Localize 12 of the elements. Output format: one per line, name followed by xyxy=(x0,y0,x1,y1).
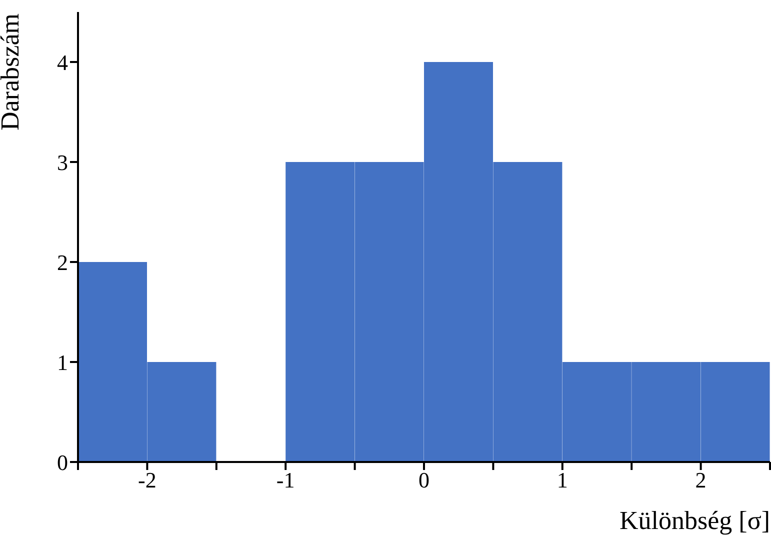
x-tick-label: 1 xyxy=(556,468,568,493)
x-tick-label: 0 xyxy=(418,468,430,493)
x-tick-label: -1 xyxy=(276,468,295,493)
x-tick-label: -2 xyxy=(138,468,156,493)
y-tick-label: 4 xyxy=(57,50,68,75)
x-axis-title: Különbség [σ] xyxy=(620,506,770,535)
y-axis-title: Darabszám xyxy=(0,14,24,130)
y-tick-label: 1 xyxy=(57,350,68,375)
y-tick-label: 0 xyxy=(57,450,68,475)
y-tick-label: 3 xyxy=(57,150,68,175)
y-tick-label: 2 xyxy=(57,250,68,275)
x-tick-label: 2 xyxy=(695,468,706,493)
